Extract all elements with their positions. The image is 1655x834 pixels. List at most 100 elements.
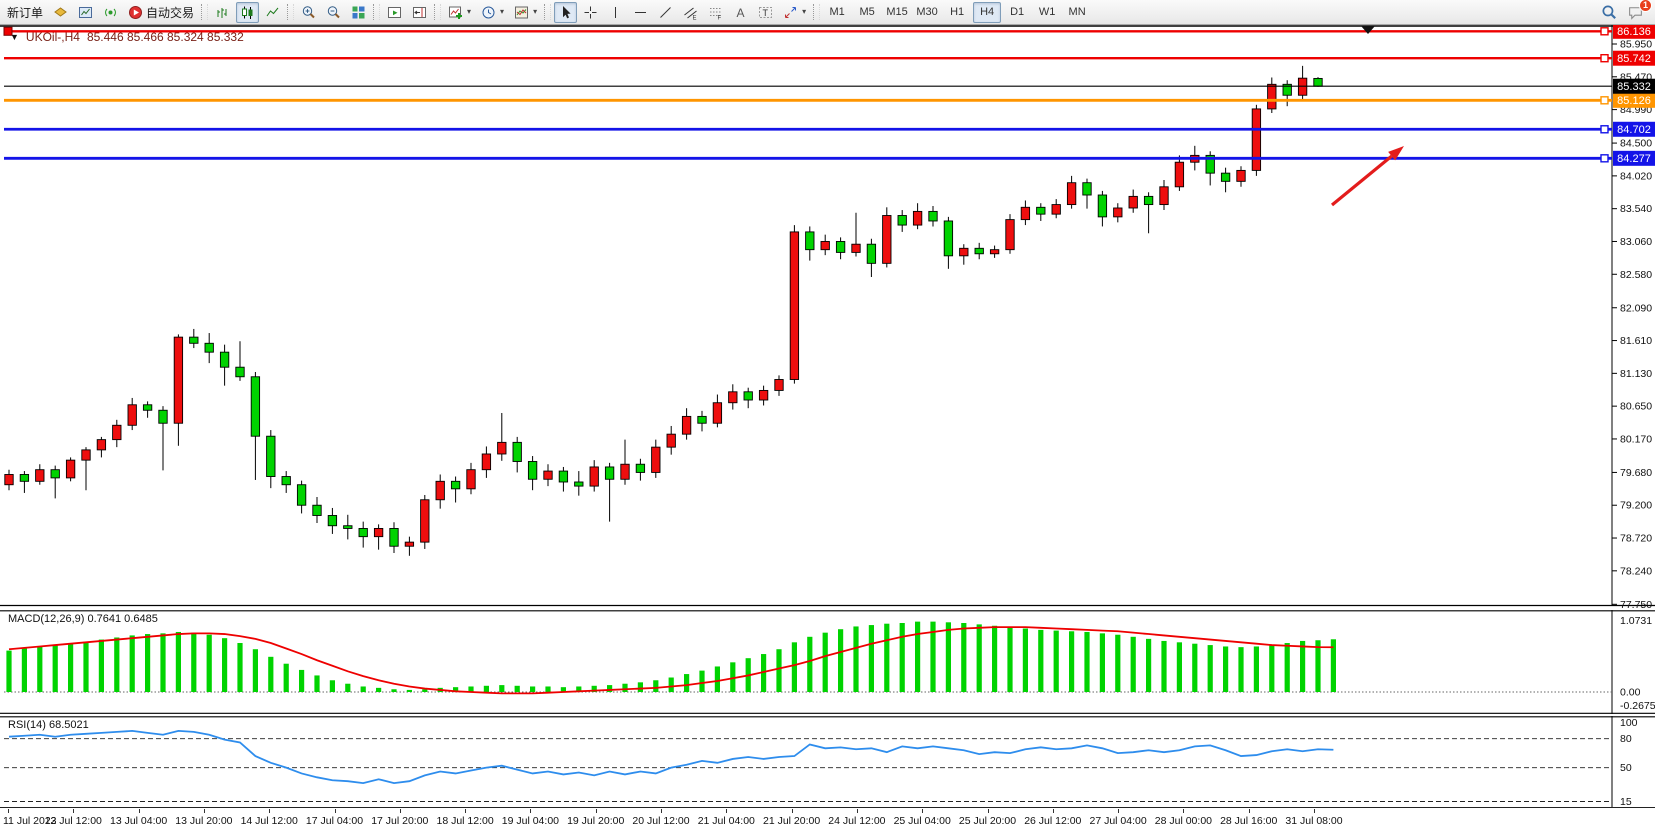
fibonacci-icon: F	[710, 7, 722, 20]
new-order-button[interactable]: 新订单	[3, 2, 47, 23]
time-tick	[1314, 809, 1315, 813]
time-tick	[1118, 809, 1120, 813]
text-label-icon: T	[759, 6, 773, 18]
time-tick	[465, 809, 467, 813]
down-arrow-marker[interactable]	[1361, 26, 1375, 34]
vertical-line-button[interactable]	[604, 2, 627, 23]
candle-down	[204, 342, 214, 353]
time-label: 13 Jul 04:00	[109, 815, 168, 827]
time-tick	[856, 809, 858, 813]
auto-scroll-button[interactable]	[383, 2, 406, 23]
time-label: 21 Jul 04:00	[697, 815, 755, 827]
search-button[interactable]	[1597, 2, 1621, 23]
candle-up	[620, 463, 630, 480]
signals-button[interactable]	[99, 2, 122, 23]
zoom-in-button[interactable]	[297, 2, 320, 23]
line-chart-button[interactable]	[261, 2, 284, 23]
crosshair-button[interactable]	[579, 2, 602, 23]
macd-pane[interactable]: 1.0731 0.00-0.2675	[0, 610, 1655, 716]
candle-down	[835, 241, 846, 253]
toolbar-grip	[434, 4, 442, 20]
svg-text:81.130: 81.130	[1620, 368, 1652, 380]
svg-text:86.136: 86.136	[1617, 26, 1651, 38]
timeframe-m5[interactable]: M5	[859, 6, 875, 18]
hline-86.136[interactable]: 86.136	[3, 25, 1655, 39]
trendline-button[interactable]	[654, 2, 677, 23]
candle-up	[1020, 206, 1031, 221]
time-axis[interactable]: 11 Jul 2023 12 Jul 12:00 13 Jul 04:00 13 Ju…	[0, 807, 1655, 834]
signals-icon	[105, 8, 116, 16]
periods-button[interactable]: ▾	[477, 2, 508, 23]
main-price-chart[interactable]: 85.95085.47084.99084.50084.02083.54083.0…	[0, 25, 1655, 610]
candle-up	[820, 241, 830, 251]
time-tick	[269, 809, 271, 813]
toolbar-grip	[544, 4, 552, 20]
candle-up	[435, 480, 445, 501]
autotrade-button[interactable]: 自动交易	[124, 2, 198, 23]
timeframe-mn[interactable]: MN	[1068, 6, 1086, 18]
candle-down	[1082, 182, 1092, 196]
candle-up	[81, 449, 91, 461]
timeframe-m30[interactable]: M30	[916, 6, 938, 18]
chat-button[interactable]: 1	[1623, 0, 1652, 23]
market-watch-icon	[79, 6, 93, 18]
time-tick	[922, 809, 924, 813]
zoom-out-button[interactable]	[322, 2, 345, 23]
candle-down	[296, 484, 307, 506]
candle-down	[805, 231, 815, 251]
equidistant-channel-button[interactable]: E	[679, 2, 702, 23]
market-watch-button[interactable]	[74, 2, 97, 23]
candle-up	[851, 243, 861, 253]
candle-up	[1113, 207, 1123, 218]
rsi-pane[interactable]: 100 80 50 15	[0, 716, 1655, 807]
current-price-line: 85.332	[4, 78, 1655, 94]
timeframe-h4[interactable]: H4	[973, 1, 1002, 23]
template-button[interactable]: ▾	[510, 2, 541, 23]
svg-text:83.540: 83.540	[1620, 203, 1652, 215]
time-label: 21 Jul 20:00	[762, 815, 821, 827]
timeframe-m1[interactable]: M1	[829, 6, 845, 18]
cursor-button[interactable]	[554, 1, 578, 23]
add-indicator-button[interactable]: ▾	[444, 2, 475, 23]
svg-text:79.680: 79.680	[1620, 467, 1652, 479]
text-label-button[interactable]: T	[754, 2, 777, 23]
bar-chart-button[interactable]	[211, 2, 234, 23]
timeframe-h1[interactable]: H1	[950, 6, 965, 18]
candle-up	[1128, 195, 1138, 209]
candle-up	[481, 453, 492, 471]
horizontal-line-button[interactable]	[629, 2, 652, 23]
candle-up	[758, 389, 769, 401]
price-axis-ticks[interactable]: 85.95085.47084.99084.50084.02083.54083.0…	[1612, 39, 1652, 611]
svg-text:0.00: 0.00	[1620, 687, 1641, 699]
time-label: 20 Jul 12:00	[632, 815, 690, 827]
hline-85.126[interactable]: 85.126	[4, 92, 1655, 108]
time-tick	[595, 809, 597, 813]
crosshair-icon	[584, 6, 597, 18]
candle-down	[158, 409, 168, 424]
time-tick	[8, 809, 9, 813]
line-handle	[1600, 96, 1609, 105]
price-badge	[1613, 150, 1655, 166]
line-handle	[1600, 54, 1609, 63]
svg-text:-0.2675: -0.2675	[1620, 700, 1655, 712]
chart-shift-button[interactable]	[408, 2, 431, 23]
text-button[interactable]: A	[729, 2, 752, 23]
candle-down	[219, 351, 230, 368]
add-indicator-icon	[449, 6, 463, 19]
tile-windows-button[interactable]	[347, 2, 370, 23]
hline-85.742[interactable]: 85.742	[4, 50, 1655, 66]
candle-up	[112, 424, 122, 441]
candle-up	[1159, 186, 1169, 206]
gold-book-button[interactable]	[49, 2, 72, 23]
timeframe-d1[interactable]: D1	[1010, 6, 1025, 18]
candle-down	[281, 476, 291, 486]
arrows-button[interactable]: ▾	[779, 2, 810, 23]
hline-84.702[interactable]: 84.702	[4, 121, 1655, 137]
candle-down	[512, 441, 522, 462]
fibonacci-button[interactable]: F	[704, 2, 727, 23]
timeframe-m15[interactable]: M15	[886, 6, 908, 18]
annotation-arrow[interactable]	[1330, 146, 1404, 207]
candlestick-button[interactable]	[236, 1, 260, 23]
timeframe-w1[interactable]: W1	[1038, 6, 1056, 18]
hline-84.277[interactable]: 84.277	[4, 150, 1655, 166]
